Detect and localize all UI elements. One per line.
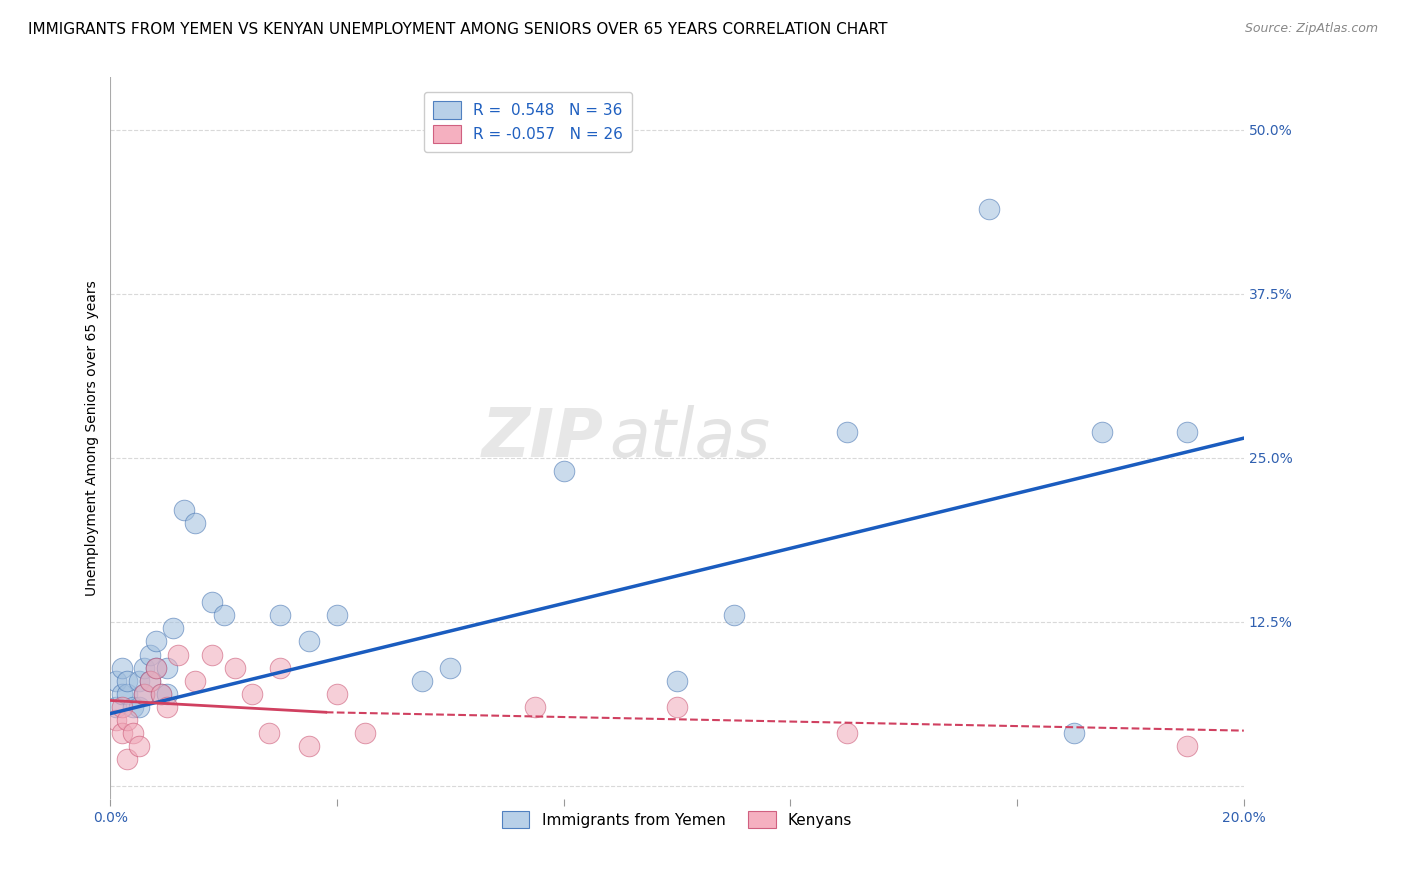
Point — [128, 739, 150, 754]
Point — [139, 673, 162, 688]
Point — [122, 700, 145, 714]
Point — [167, 648, 190, 662]
Legend: Immigrants from Yemen, Kenyans: Immigrants from Yemen, Kenyans — [496, 805, 859, 835]
Point — [977, 202, 1000, 216]
Point — [111, 687, 134, 701]
Point — [128, 673, 150, 688]
Point — [134, 687, 156, 701]
Point — [134, 661, 156, 675]
Point — [117, 713, 139, 727]
Point — [1091, 425, 1114, 439]
Point — [298, 739, 321, 754]
Point — [1175, 739, 1198, 754]
Point — [117, 687, 139, 701]
Point — [723, 608, 745, 623]
Point — [139, 673, 162, 688]
Point — [150, 687, 173, 701]
Point — [111, 726, 134, 740]
Point — [1175, 425, 1198, 439]
Y-axis label: Unemployment Among Seniors over 65 years: Unemployment Among Seniors over 65 years — [86, 280, 100, 596]
Text: atlas: atlas — [609, 405, 770, 471]
Point — [117, 752, 139, 766]
Point — [298, 634, 321, 648]
Point — [666, 700, 689, 714]
Point — [837, 726, 859, 740]
Point — [240, 687, 263, 701]
Point — [145, 661, 167, 675]
Point — [201, 648, 224, 662]
Point — [156, 661, 179, 675]
Point — [1063, 726, 1085, 740]
Point — [117, 673, 139, 688]
Point — [184, 516, 207, 531]
Point — [212, 608, 235, 623]
Point — [128, 700, 150, 714]
Point — [411, 673, 433, 688]
Point — [105, 700, 128, 714]
Point — [105, 673, 128, 688]
Point — [666, 673, 689, 688]
Point — [156, 700, 179, 714]
Point — [326, 687, 349, 701]
Point — [837, 425, 859, 439]
Point — [134, 687, 156, 701]
Point — [201, 595, 224, 609]
Point — [156, 687, 179, 701]
Point — [257, 726, 280, 740]
Point — [105, 713, 128, 727]
Point — [145, 661, 167, 675]
Point — [111, 661, 134, 675]
Point — [111, 700, 134, 714]
Point — [439, 661, 461, 675]
Point — [162, 621, 184, 635]
Point — [354, 726, 377, 740]
Point — [326, 608, 349, 623]
Text: Source: ZipAtlas.com: Source: ZipAtlas.com — [1244, 22, 1378, 36]
Point — [524, 700, 547, 714]
Point — [173, 503, 195, 517]
Text: IMMIGRANTS FROM YEMEN VS KENYAN UNEMPLOYMENT AMONG SENIORS OVER 65 YEARS CORRELA: IMMIGRANTS FROM YEMEN VS KENYAN UNEMPLOY… — [28, 22, 887, 37]
Point — [150, 687, 173, 701]
Point — [553, 464, 575, 478]
Point — [184, 673, 207, 688]
Point — [224, 661, 246, 675]
Point — [145, 634, 167, 648]
Point — [269, 608, 291, 623]
Text: ZIP: ZIP — [482, 405, 603, 471]
Point — [139, 648, 162, 662]
Point — [269, 661, 291, 675]
Point — [122, 726, 145, 740]
